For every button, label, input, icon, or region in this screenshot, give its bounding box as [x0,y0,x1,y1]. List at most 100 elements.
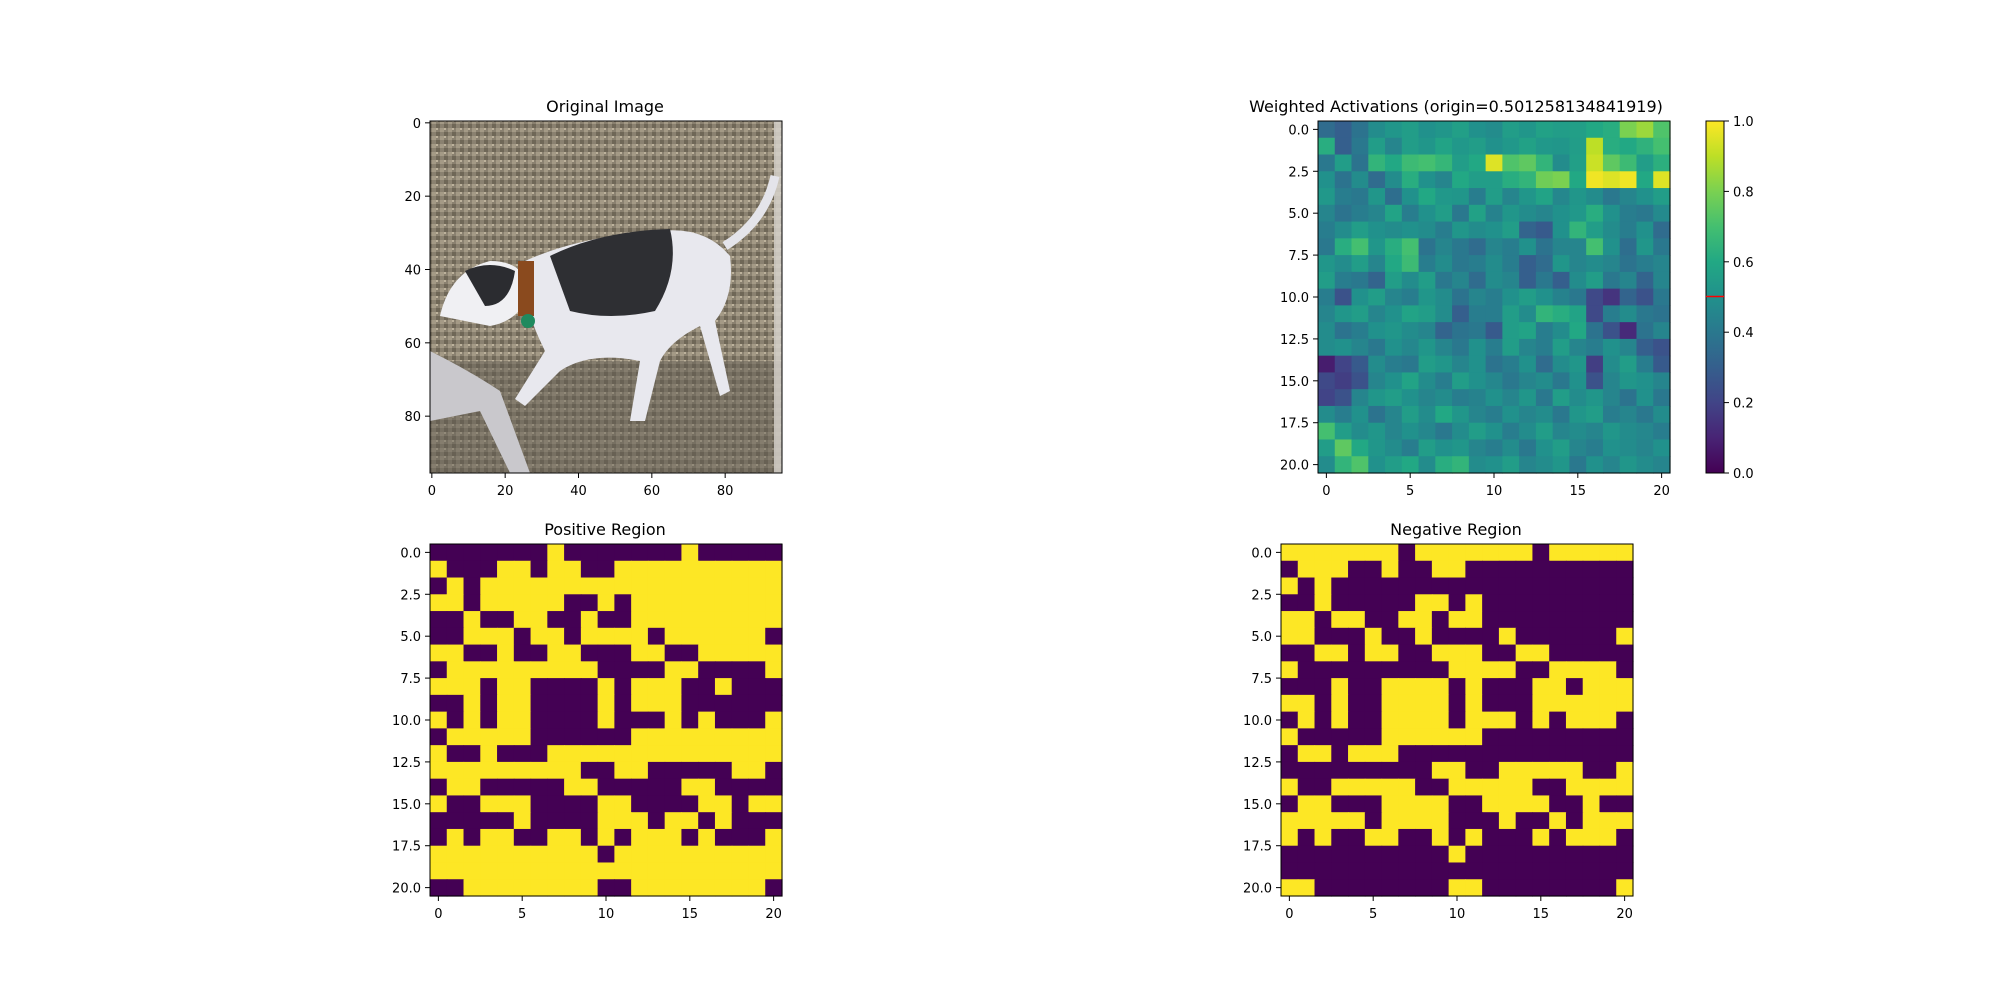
y-tick-label: 5.0 [400,630,421,645]
heatmap-cell [1348,879,1366,897]
heatmap-cell [731,778,750,797]
heatmap-cell [1569,255,1587,273]
heatmap-cell [714,678,733,696]
heatmap-cell [1334,338,1353,357]
heatmap-cell [1616,694,1634,713]
heatmap-cell [714,761,733,780]
heatmap-cell [647,745,666,763]
heatmap-cell [748,879,766,897]
heatmap-cell [1448,661,1466,679]
heatmap-cell [530,728,548,746]
heatmap-cell [513,745,532,763]
heatmap-cell [1532,711,1550,729]
heatmap-cell [1401,121,1420,139]
heatmap-cell [446,828,465,847]
heatmap-cell [446,661,465,679]
heatmap-cell [1452,204,1470,223]
heatmap-cell [1502,456,1520,474]
heatmap-cell [480,644,498,662]
heatmap-cell [1602,372,1621,390]
heatmap-cell [1368,355,1386,374]
heatmap-cell [1619,255,1638,273]
heatmap-cell [580,661,599,679]
heatmap-cell [1415,745,1433,763]
heatmap-cell [1582,678,1601,696]
heatmap-cell [1381,694,1399,713]
heatmap-cell [1619,322,1638,340]
heatmap-cell [765,560,783,579]
heatmap-cell [681,828,699,847]
heatmap-cell [1435,171,1453,189]
heatmap-cell [1535,305,1554,323]
heatmap-cell [1351,204,1369,223]
heatmap-cell [430,745,448,763]
heatmap-cell [681,795,699,813]
heatmap-cell [1602,338,1621,357]
colorbar-tick-label: 0.4 [1733,326,1754,341]
heatmap-cell [1431,745,1450,763]
heatmap-cell [1334,188,1353,206]
heatmap-cell [698,594,716,612]
heatmap-cell [1653,456,1671,474]
heatmap-cell [647,812,666,830]
heatmap-cell [1565,845,1584,864]
heatmap-cell [1532,577,1550,595]
heatmap-cell [1401,439,1420,457]
heatmap-cell [1331,644,1349,662]
heatmap-cell [1549,661,1567,679]
heatmap-cell [1582,879,1601,897]
heatmap-cell [530,627,548,646]
heatmap-cell [698,627,716,646]
heatmap-cell [1582,661,1601,679]
heatmap-cell [1532,644,1550,662]
heatmap-cell [1519,405,1537,424]
heatmap-cell [664,577,683,595]
heatmap-cell [1582,812,1601,830]
heatmap-cell [480,778,498,797]
heatmap-cell [698,644,716,662]
heatmap-cell [1653,288,1671,306]
heatmap-cell [1582,761,1601,780]
heatmap-cell [1515,728,1534,746]
heatmap-cell [647,644,666,662]
heatmap-cell [1452,338,1470,357]
heatmap-cell [731,761,750,780]
heatmap-cell [1281,812,1299,830]
heatmap-cell [681,611,699,629]
heatmap-cell [1549,728,1567,746]
heatmap-cell [698,795,716,813]
heatmap-cell [497,611,515,629]
heatmap-cell [1582,862,1601,880]
heatmap-cell [647,594,666,612]
heatmap-cell [698,577,716,595]
heatmap-cell [1552,322,1571,340]
heatmap-cell [1582,577,1601,595]
heatmap-cell [1535,188,1554,206]
heatmap-cell [1565,644,1584,662]
heatmap-cell [1385,389,1403,407]
heatmap-cell [1498,845,1517,864]
heatmap-cell [1519,204,1537,223]
heatmap-cell [564,845,582,864]
heatmap-cell [1616,728,1634,746]
heatmap-cell [1653,355,1671,374]
heatmap-cell [1334,121,1353,139]
heatmap-cell [1465,711,1483,729]
heatmap-cell [1398,627,1416,646]
heatmap-cell [497,795,515,813]
heatmap-cell [480,728,498,746]
heatmap-cell [1368,121,1386,139]
heatmap-cell [497,560,515,579]
heatmap-cell [1385,305,1403,323]
heatmap-cell [580,560,599,579]
heatmap-cell [1418,372,1436,390]
heatmap-cell [580,544,599,562]
heatmap-cell [647,627,666,646]
heatmap-cell [1502,271,1520,290]
heatmap-cell [1498,644,1517,662]
y-tick-label: 7.5 [400,672,421,687]
heatmap-cell [1586,221,1604,239]
heatmap-cell [430,778,448,797]
heatmap-cell [430,627,448,646]
heatmap-cell [1519,372,1537,390]
